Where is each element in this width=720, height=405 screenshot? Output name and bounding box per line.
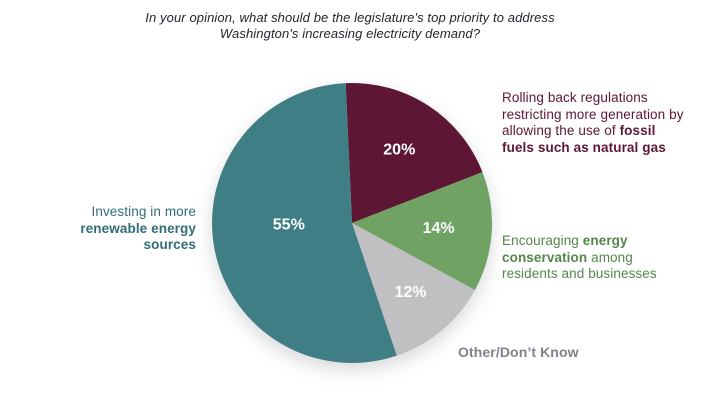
pie-slice-other-dont-know xyxy=(352,223,475,356)
pie-percent-label-renewable-energy: 55% xyxy=(273,217,305,234)
label-line: sources xyxy=(143,237,196,252)
label-line: Investing in more xyxy=(91,204,196,219)
label-line: Encouraging energy xyxy=(502,233,628,248)
chart-title: In your opinion, what should be the legi… xyxy=(0,10,700,41)
pie-slice-fossil-fuels xyxy=(345,82,483,224)
pie-slice-renewable-energy xyxy=(212,83,397,363)
label-line: fuels such as natural gas xyxy=(502,139,666,155)
chart-title-line: Washington's increasing electricity dema… xyxy=(219,25,481,41)
pie-percent-label-other-dont-know: 12% xyxy=(394,284,426,301)
label-fossil-fuels: Rolling back regulations restricting more… xyxy=(502,90,707,156)
label-renewable-energy: Investing in more renewable energy sources xyxy=(26,204,196,254)
label-line: Other/Don’t Know xyxy=(458,344,579,360)
label-line: conservation among xyxy=(502,249,633,265)
label-other-dont-know: Other/Don’t Know xyxy=(458,344,658,361)
label-line: Rolling back regulations xyxy=(502,90,648,105)
label-line: allowing the use of fossil xyxy=(502,123,656,138)
pie-slice-energy-conservation xyxy=(352,172,493,290)
chart-title-line: In your opinion, what should be the legi… xyxy=(145,10,555,25)
label-line: restricting more generation by xyxy=(502,106,684,122)
label-line: residents and businesses xyxy=(502,266,657,281)
label-line: renewable energy xyxy=(80,220,196,236)
pie-percent-label-energy-conservation: 14% xyxy=(423,220,455,237)
label-energy-conservation: Encouraging energy conservation among resi… xyxy=(502,233,707,283)
pie-percent-label-fossil-fuels: 20% xyxy=(383,142,415,159)
